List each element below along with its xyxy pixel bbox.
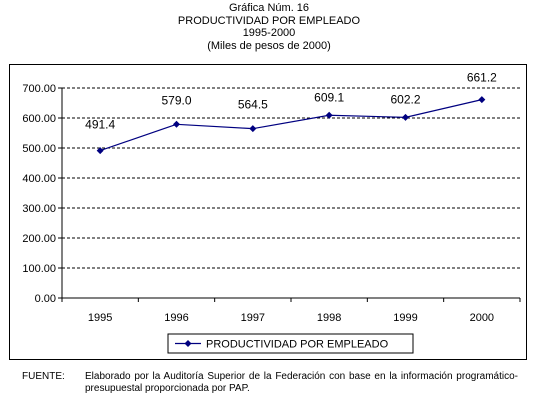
legend-marker [184, 340, 192, 347]
source-text: Elaborado por la Auditoría Superior de l… [85, 371, 518, 394]
data-label: 602.2 [390, 92, 420, 106]
data-point [96, 147, 104, 155]
y-tick-label: 200.00 [22, 233, 56, 245]
legend-box [167, 333, 414, 354]
figure-number: Gráfica Núm. 16 [228, 2, 310, 14]
data-point [249, 125, 257, 133]
chart-units: (Miles de pesos de 2000) [207, 39, 331, 52]
chart-title-block: Gráfica Núm. 16 PRODUCTIVIDAD POR EMPLEA… [0, 2, 538, 52]
data-point [173, 120, 180, 128]
y-tick-label: 100.00 [22, 263, 56, 275]
chart-title: PRODUCTIVIDAD POR EMPLEADO [177, 14, 361, 27]
y-tick-label: 700.00 [22, 83, 56, 95]
x-tick-label: 1998 [317, 312, 341, 324]
data-point [478, 96, 486, 104]
series-line [99, 99, 482, 152]
data-point [402, 113, 409, 121]
data-point [325, 111, 333, 119]
data-label: 564.5 [238, 98, 268, 112]
data-label: 579.0 [161, 93, 191, 107]
chart-frame [9, 64, 527, 360]
y-tick-label: 600.00 [22, 113, 56, 125]
x-tick-label: 1999 [393, 312, 417, 324]
data-label: 661.2 [467, 71, 497, 85]
chart-period: 1995-2000 [242, 27, 296, 39]
x-tick-label: 1997 [241, 312, 265, 324]
legend-label: PRODUCTIVIDAD POR EMPLEADO [206, 339, 389, 351]
x-tick-label: 1996 [164, 312, 188, 324]
y-tick-label: 0.00 [35, 293, 56, 305]
y-tick-label: 500.00 [22, 143, 56, 155]
y-tick-label: 300.00 [22, 203, 56, 215]
data-label: 609.1 [314, 90, 344, 104]
data-label: 491.4 [85, 118, 115, 132]
source-label: FUENTE: [22, 371, 65, 382]
x-tick-label: 2000 [470, 312, 494, 324]
y-tick-label: 400.00 [22, 173, 56, 185]
x-tick-label: 1995 [88, 312, 112, 324]
